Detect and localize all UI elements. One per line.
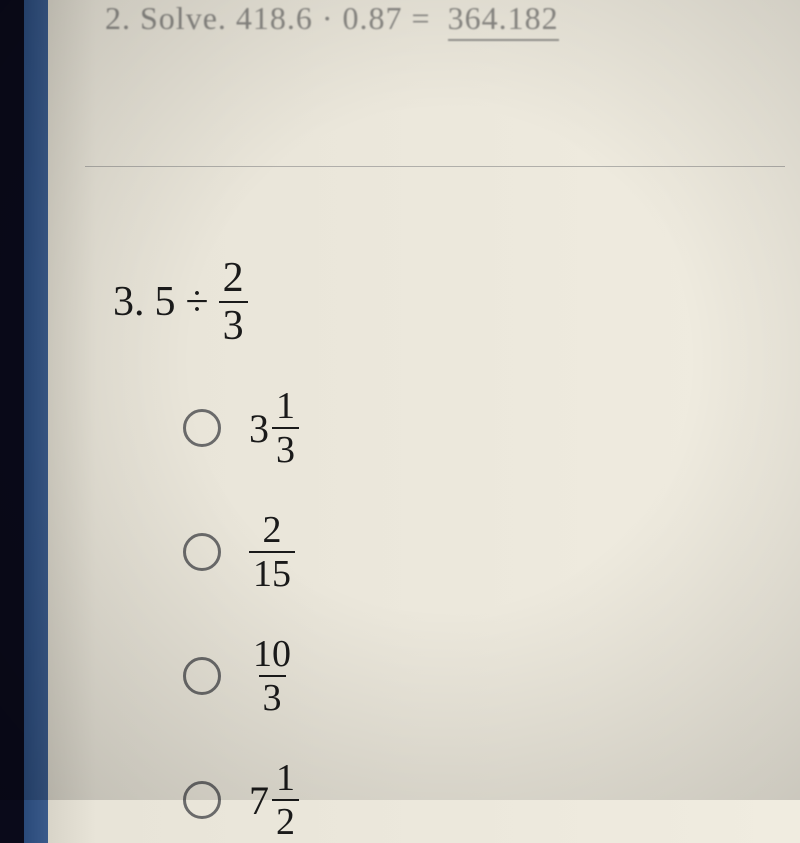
q2-expression: 418.6 · 0.87 = [236,0,431,36]
option-c-value: 10 3 [249,635,295,717]
q3-left-operand: 5 [155,278,176,326]
q2-answer: 364.182 [448,0,559,41]
option-b[interactable]: 2 15 [183,511,800,593]
fraction-numerator: 2 [259,511,286,551]
fraction-numerator: 2 [219,257,248,301]
q3-options: 3 1 3 2 15 10 3 [113,387,800,841]
q3-prompt: 3. 5 ÷ 2 3 [113,257,800,347]
question-2-row: 2. Solve. 418.6 · 0.87 = 364.182 [95,0,800,41]
option-d[interactable]: 7 1 2 [183,759,800,841]
fraction-denominator: 15 [249,551,295,593]
radio-button[interactable] [183,409,221,447]
option-a[interactable]: 3 1 3 [183,387,800,469]
option-b-value: 2 15 [249,511,295,593]
mixed-fraction: 1 3 [272,387,299,469]
q3-right-fraction: 2 3 [219,257,248,347]
mixed-whole: 7 [249,777,269,824]
mixed-whole: 3 [249,405,269,452]
option-c[interactable]: 10 3 [183,635,800,717]
fraction-numerator: 1 [272,387,299,427]
q2-label: 2. Solve. [105,0,227,36]
fraction-denominator: 3 [272,427,299,469]
section-divider [85,166,785,167]
question-3-block: 3. 5 ÷ 2 3 3 1 3 [95,257,800,841]
q3-operator: ÷ [186,278,209,326]
option-d-value: 7 1 2 [249,759,299,841]
fraction-numerator: 1 [272,759,299,799]
fraction-denominator: 2 [272,799,299,841]
fraction-numerator: 10 [249,635,295,675]
option-a-value: 3 1 3 [249,387,299,469]
mixed-fraction: 1 2 [272,759,299,841]
fraction-denominator: 3 [259,675,286,717]
fraction-denominator: 3 [219,301,248,347]
q3-number: 3. [113,278,145,326]
radio-button[interactable] [183,657,221,695]
radio-button[interactable] [183,533,221,571]
radio-button[interactable] [183,781,221,819]
